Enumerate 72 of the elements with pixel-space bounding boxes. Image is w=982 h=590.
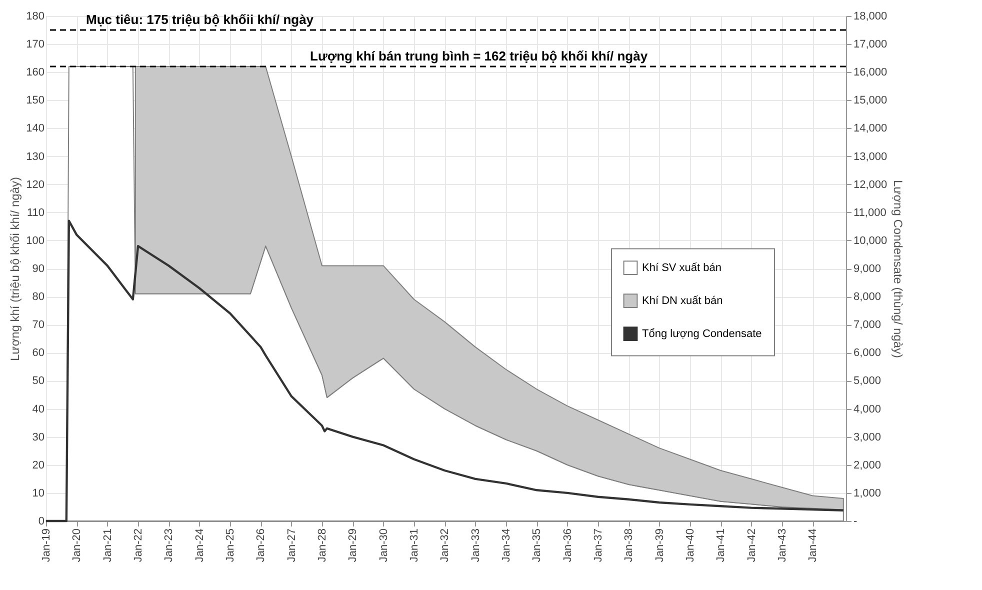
y2-tick-label: 9,000: [854, 263, 882, 275]
y-tick-label: 110: [26, 206, 44, 219]
x-tick-label: Jan-26: [255, 528, 268, 562]
x-tick-label: Jan-32: [439, 528, 452, 562]
x-tick-label: Jan-19: [40, 528, 52, 562]
x-tick-label: Jan-22: [132, 528, 145, 562]
y-tick-label: 100: [26, 234, 44, 247]
ref-line-label: Mục tiêu: 175 triệu bộ khốii khí/ ngày: [86, 12, 314, 28]
y2-tick-label: 16,000: [854, 66, 888, 79]
y-tick-label: 90: [32, 263, 44, 275]
x-tick-label: Jan-40: [684, 528, 696, 562]
y-tick-label: 160: [26, 66, 44, 79]
y2-tick-label: -: [854, 516, 858, 528]
y2-tick-label: 1,000: [854, 487, 882, 500]
y2-tick-label: 11,000: [854, 206, 886, 219]
x-tick-label: Jan-39: [654, 528, 666, 562]
line-series: [44, 220, 844, 522]
y-axis-title: Lượng khí (triệu bộ khối khí/ ngày): [8, 177, 22, 361]
x-tick-label: Jan-29: [347, 528, 360, 562]
x-tick-label: Jan-42: [746, 528, 758, 562]
y-tick-label: 60: [32, 347, 44, 360]
y-tick-label: 150: [26, 94, 44, 107]
x-tick-label: Jan-37: [592, 528, 605, 562]
x-tick-label: Jan-38: [623, 528, 636, 562]
x-tick-label: Jan-30: [378, 528, 390, 562]
x-tick-label: Jan-21: [102, 528, 114, 562]
y2-tick-label: 17,000: [854, 38, 888, 51]
ref-line-label: Lượng khí bán trung bình = 162 triệu bộ khối khí/ ngày: [310, 48, 648, 64]
y-tick-label: 40: [32, 403, 44, 416]
y-tick-label: 130: [26, 150, 44, 163]
y2-tick-label: 12,000: [854, 178, 888, 191]
y2-axis-title: Lượng Condensate (thùng/ ngày): [891, 180, 906, 358]
x-tick-label: Jan-27: [286, 528, 298, 562]
x-tick-label: Jan-25: [224, 528, 237, 562]
y2-tick-label: 10,000: [854, 234, 888, 247]
y2-tick-label: 4,000: [854, 403, 882, 416]
legend-label: Khí SV xuất bán: [642, 262, 722, 274]
y2-tick-label: 14,000: [854, 122, 888, 135]
x-tick-label: Jan-43: [776, 528, 789, 562]
x-tick-label: Jan-36: [562, 528, 574, 562]
x-tick-label: Jan-28: [316, 528, 328, 562]
y2-tick-label: 2,000: [854, 459, 882, 472]
y-tick-label: 180: [26, 10, 44, 22]
y-tick-label: 30: [32, 431, 44, 444]
legend-label: Tổng lượng Condensate: [642, 328, 762, 340]
x-tick-label: Jan-34: [500, 528, 513, 562]
x-tick-label: Jan-41: [715, 528, 728, 562]
y-tick-label: 20: [32, 459, 44, 472]
y2-tick-label: 13,000: [854, 150, 888, 163]
x-tick-label: Jan-31: [408, 528, 421, 562]
y-tick-label: 170: [26, 38, 44, 51]
x-tick-label: Jan-24: [194, 528, 206, 562]
x-tick-label: Jan-33: [470, 528, 482, 562]
y2-tick-label: 18,000: [854, 10, 888, 22]
y2-tick-label: 7,000: [854, 319, 882, 332]
y2-tick-label: 6,000: [854, 347, 882, 360]
y-tick-label: 50: [32, 375, 44, 388]
y-tick-label: 80: [32, 291, 44, 304]
legend-label: Khí DN xuất bán: [642, 294, 723, 307]
y2-tick-label: 3,000: [854, 431, 882, 444]
y-tick-label: 0: [38, 516, 44, 528]
x-tick-label: Jan-23: [163, 528, 176, 562]
y2-tick-label: 15,000: [854, 94, 888, 107]
y-tick-label: 70: [32, 319, 44, 332]
y-tick-label: 10: [32, 487, 44, 500]
x-tick-label: Jan-35: [531, 528, 544, 562]
y2-tick-label: 5,000: [854, 375, 882, 388]
y-tick-label: 120: [26, 178, 44, 191]
y2-tick-label: 8,000: [854, 291, 882, 304]
y-tick-label: 140: [26, 122, 44, 135]
x-tick-label: Jan-44: [807, 528, 820, 562]
x-tick-label: Jan-20: [71, 528, 84, 562]
